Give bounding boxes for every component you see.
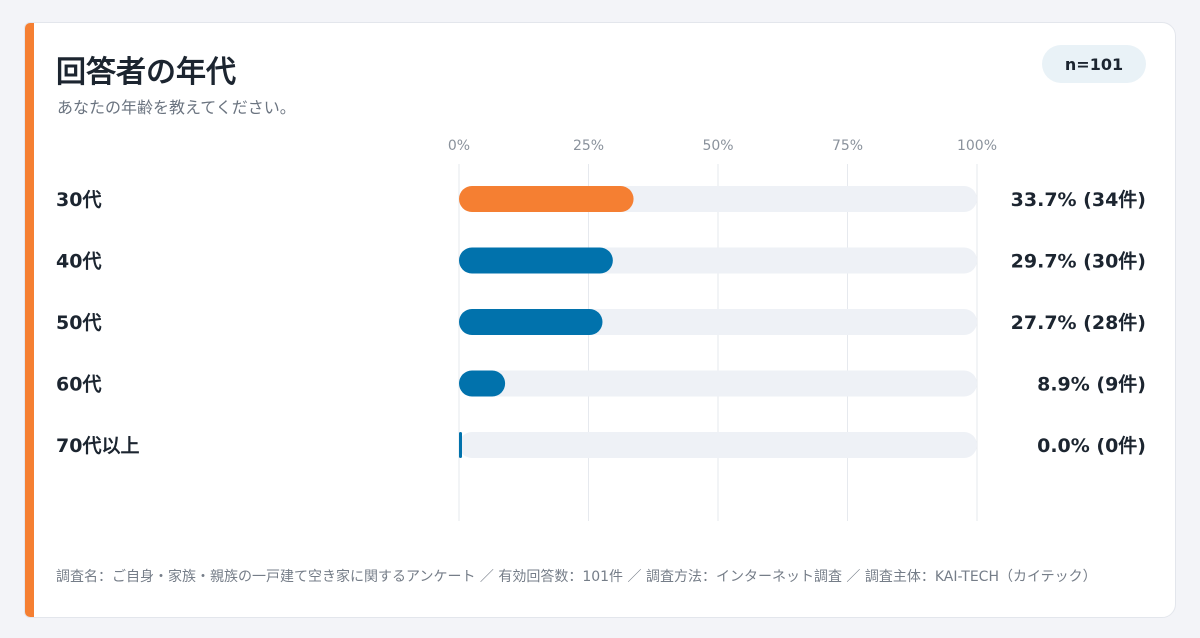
- accent-bar: [25, 23, 34, 617]
- x-tick-label: 0%: [448, 138, 470, 154]
- bar-chart: 0% 25% 50% 75% 100% 30代 33.7% (34件) 40代 29.7% (3…: [56, 138, 1146, 521]
- survey-footnote: 調査名：ご自身・家族・親族の一戸建て空き家に関するアンケート ／ 有効回答数：1…: [56, 569, 1097, 585]
- bar: [459, 186, 634, 212]
- data-label: 29.7% (30件): [1011, 250, 1146, 273]
- category-label: 30代: [56, 189, 101, 211]
- x-tick-label: 25%: [573, 138, 604, 154]
- chart-title: 回答者の年代: [56, 55, 236, 90]
- bar: [459, 247, 613, 274]
- bar: [459, 309, 603, 335]
- survey-chart-card: 回答者の年代 あなたの年齢を教えてください。 n=101 0% 25% 50% 75%…: [24, 22, 1176, 618]
- data-label: 33.7% (34件): [1011, 188, 1146, 211]
- data-label: 0.0% (0件): [1037, 434, 1146, 457]
- bar: [459, 370, 506, 397]
- bar: [459, 432, 462, 458]
- category-label: 70代以上: [56, 435, 139, 457]
- x-tick-label: 50%: [702, 138, 733, 154]
- data-label: 8.9% (9件): [1037, 373, 1146, 396]
- bar-track: [459, 370, 977, 397]
- category-label: 60代: [56, 374, 101, 396]
- x-tick-label: 100%: [957, 138, 997, 154]
- data-label: 27.7% (28件): [1011, 311, 1146, 334]
- category-label: 50代: [56, 312, 101, 334]
- x-tick-label: 75%: [832, 138, 863, 154]
- bar-track: [459, 432, 977, 458]
- sample-size-badge: n=101: [1042, 45, 1146, 83]
- chart-subtitle: あなたの年齢を教えてください。: [57, 98, 296, 117]
- category-label: 40代: [56, 251, 101, 273]
